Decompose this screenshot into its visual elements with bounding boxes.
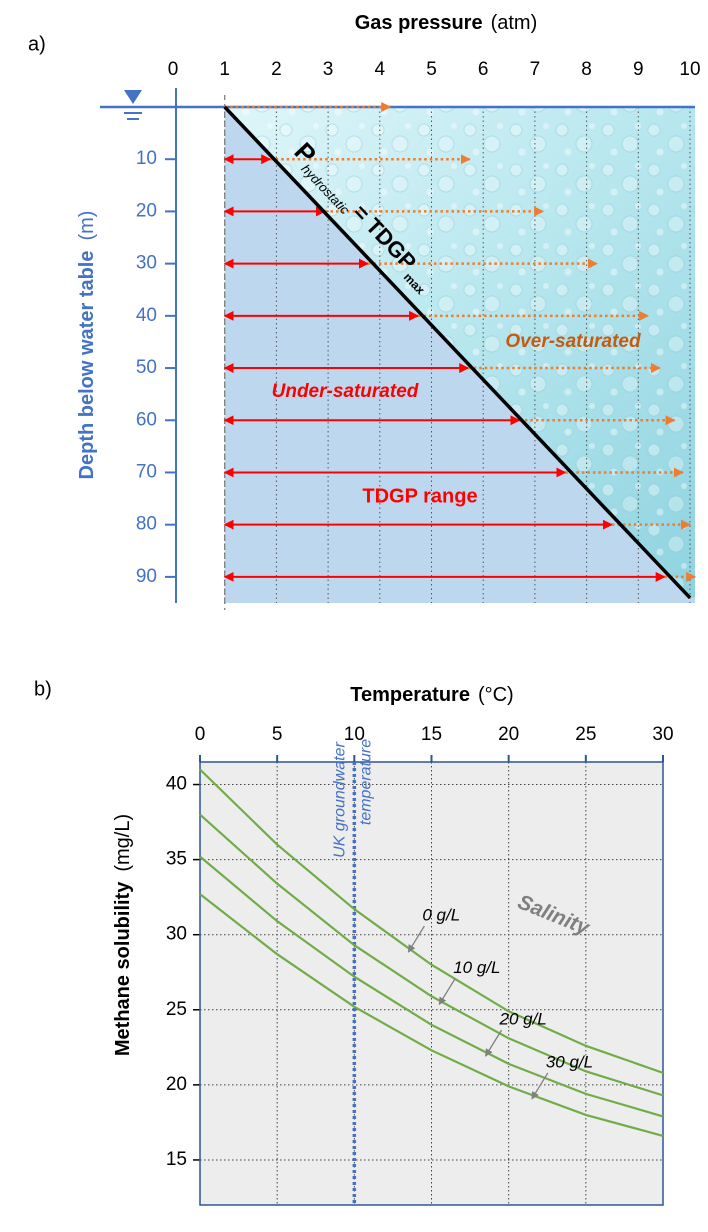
solubility-curve <box>199 893 664 1137</box>
x-tick-label: 15 <box>421 724 442 745</box>
x-tick-label: 8 <box>581 59 592 80</box>
y-axis-unit: (mg/L) <box>112 814 134 872</box>
x-tick-label: 0 <box>195 724 206 745</box>
series-label-arrow <box>484 1029 503 1057</box>
over-saturated-label: Over-saturated <box>505 331 641 352</box>
x-tick-label: 25 <box>575 724 596 745</box>
y-axis-title-text: Depth below water table <box>76 251 98 480</box>
x-axis-unit: (atm) <box>491 12 538 34</box>
y-tick-label: 20 <box>166 1074 187 1095</box>
under-saturated-region <box>224 107 695 603</box>
solubility-curve <box>199 855 664 1118</box>
y-tick-label: 30 <box>136 253 157 274</box>
series-label-arrow <box>531 1072 549 1100</box>
series-label-arrow <box>407 925 425 953</box>
y-tick-label: 10 <box>136 148 157 169</box>
panel-label: a) <box>28 33 46 55</box>
x-tick-label: 2 <box>271 59 282 80</box>
x-tick-label: 0 <box>168 59 179 80</box>
y-tick-label: 30 <box>166 924 187 945</box>
x-tick-label: 10 <box>679 59 700 80</box>
x-tick-label: 5 <box>272 724 283 745</box>
x-tick-label: 6 <box>478 59 489 80</box>
solubility-curve <box>199 768 664 1074</box>
x-tick-label: 4 <box>375 59 386 80</box>
y-axis-title: Methane solubility (mg/L) <box>112 814 134 1056</box>
x-tick-label: 7 <box>530 59 541 80</box>
y-tick-label: 80 <box>136 514 157 535</box>
y-tick-label: 50 <box>136 357 157 378</box>
x-tick-label: 5 <box>426 59 437 80</box>
series-label: 0 g/L <box>422 906 460 925</box>
y-tick-label: 25 <box>166 999 187 1020</box>
reference-line-label: temperature <box>358 739 375 825</box>
chart-layer: 0 1 2 3 4 5 6 7 8 9 10 10 20 30 40 50 60 70 80 90 0 5 10 15 20 25… <box>100 59 701 1206</box>
y-axis-unit: (m) <box>76 211 98 241</box>
y-tick-label: 40 <box>166 774 187 795</box>
x-tick-label: 30 <box>652 724 673 745</box>
x-axis-title-text: Gas pressure <box>355 12 483 34</box>
y-tick-label: 70 <box>136 461 157 482</box>
tdgp-range-label: TDGP range <box>362 485 477 507</box>
series-label-arrow <box>438 978 456 1006</box>
series-label: 30 g/L <box>546 1052 593 1071</box>
plot-frame <box>199 761 664 1206</box>
hydrostatic-line <box>223 105 692 599</box>
x-axis-title: Temperature (°C) <box>350 684 513 706</box>
y-axis-title: Depth below water table (m) <box>76 211 98 480</box>
under-saturated-label: Under-saturated <box>272 381 419 402</box>
y-tick-label: 35 <box>166 849 187 870</box>
y-tick-label: 40 <box>136 305 157 326</box>
y-tick-label: 20 <box>136 200 157 221</box>
y-tick-label: 90 <box>136 566 157 587</box>
x-tick-label: 1 <box>219 59 230 80</box>
y-axis-title-text: Methane solubility <box>112 881 134 1056</box>
x-tick-label: 9 <box>633 59 644 80</box>
panel-label: b) <box>34 678 52 700</box>
y-tick-label: 60 <box>136 409 157 430</box>
solubility-curve <box>199 813 664 1097</box>
x-axis-title-text: Temperature <box>350 684 470 706</box>
water-table-symbol <box>124 90 142 104</box>
x-tick-label: 10 <box>344 724 365 745</box>
series-label: 20 g/L <box>499 1010 547 1029</box>
x-axis-unit: (°C) <box>478 684 514 706</box>
x-tick-label: 3 <box>323 59 334 80</box>
x-tick-label: 20 <box>498 724 519 745</box>
series-label: 10 g/L <box>453 958 500 977</box>
x-axis-title: Gas pressure (atm) <box>355 12 538 34</box>
reference-line-label: UK groundwater <box>332 742 349 858</box>
y-tick-label: 15 <box>166 1149 187 1170</box>
